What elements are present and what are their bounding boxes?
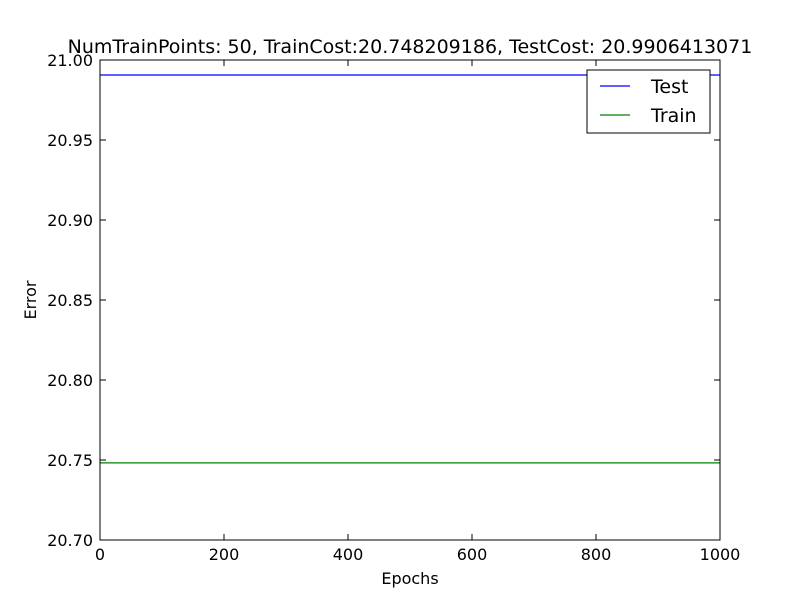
y-tick-label: 20.85 <box>47 291 93 310</box>
x-tick-label: 800 <box>581 545 612 564</box>
y-tick-label: 20.70 <box>47 531 93 550</box>
x-tick-label: 400 <box>333 545 364 564</box>
x-tick-label: 600 <box>457 545 488 564</box>
legend-label-train: Train <box>650 105 697 127</box>
y-tick-label: 20.80 <box>47 371 93 390</box>
y-tick-label: 21.00 <box>47 51 93 70</box>
y-tick-label: 20.90 <box>47 211 93 230</box>
x-tick-label: 200 <box>209 545 240 564</box>
legend-box <box>586 69 711 134</box>
chart-title: NumTrainPoints: 50, TrainCost:20.7482091… <box>68 36 753 58</box>
x-tick-label: 1000 <box>700 545 741 564</box>
x-tick-label: 0 <box>95 545 105 564</box>
x-axis-ticks: 0 200 400 600 800 1000 <box>95 60 740 564</box>
y-tick-label: 20.75 <box>47 451 93 470</box>
legend-entries: Test Train <box>600 76 697 127</box>
legend: Test Train <box>586 69 711 134</box>
legend-label-test: Test <box>650 76 688 98</box>
x-axis-label: Epochs <box>381 569 438 588</box>
y-tick-label: 20.95 <box>47 131 93 150</box>
y-axis-ticks: 20.70 20.75 20.80 20.85 20.90 20.95 21.00 <box>47 51 720 550</box>
y-axis-label: Error <box>21 280 40 319</box>
